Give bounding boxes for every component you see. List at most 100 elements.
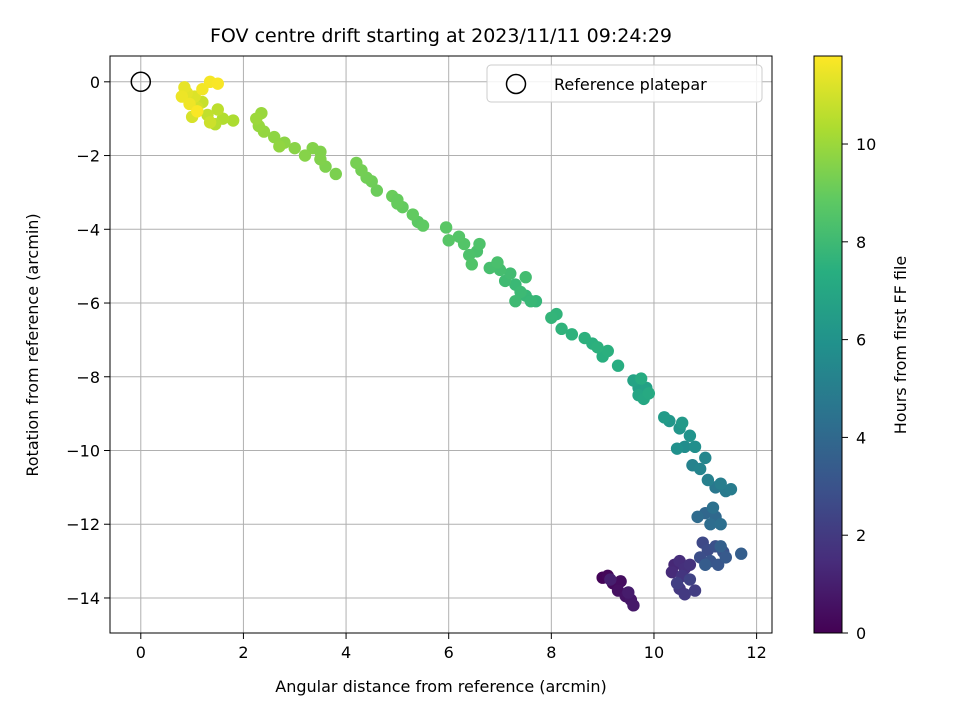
legend: Reference platepar (486, 64, 763, 103)
data-point (350, 156, 363, 170)
y-tick-label: −6 (76, 294, 100, 313)
data-point (627, 599, 640, 612)
grid-lines (110, 56, 772, 633)
data-point (691, 510, 704, 524)
data-point (683, 573, 697, 586)
x-axis-ticks: 0 2 4 6 8 10 12 (136, 633, 767, 662)
data-point (191, 105, 204, 118)
data-point (509, 294, 522, 308)
data-point (273, 140, 286, 153)
data-point (298, 149, 312, 162)
colorbar-tick-label: 0 (856, 624, 866, 643)
data-point (678, 588, 691, 601)
data-point (711, 558, 725, 571)
data-point (406, 208, 419, 221)
data-point (704, 518, 717, 531)
y-tick-label: −12 (66, 515, 100, 534)
data-point (211, 77, 224, 90)
data-point (683, 558, 697, 571)
colorbar-tick-label: 10 (856, 135, 876, 154)
data-point (314, 145, 327, 159)
plot-frame (109, 55, 773, 634)
chart-title: FOV centre drift starting at 2023/11/11 … (210, 25, 672, 47)
data-point (699, 451, 712, 465)
data-point (211, 103, 224, 116)
y-tick-label: −2 (76, 147, 100, 166)
data-point (578, 331, 591, 345)
data-point (719, 551, 733, 564)
y-tick-label: −10 (66, 441, 100, 460)
data-point (714, 540, 727, 553)
data-point (701, 473, 715, 487)
data-point (683, 429, 697, 442)
data-point (688, 584, 702, 597)
data-point (675, 416, 689, 430)
data-point (370, 184, 384, 197)
data-point (693, 462, 707, 476)
data-point (545, 311, 558, 324)
data-point (665, 565, 679, 579)
data-point (452, 230, 466, 243)
data-point (288, 141, 301, 155)
legend-entry-reference-platepar: Reference platepar (554, 75, 707, 94)
data-point (203, 116, 217, 129)
data-point (442, 234, 455, 247)
reference-marker (130, 71, 152, 93)
data-point (183, 97, 196, 111)
data-point (555, 322, 568, 336)
data-point (514, 285, 527, 299)
colorbar-tick-label: 4 (856, 428, 866, 447)
colorbar-tick-label: 8 (856, 233, 866, 252)
colorbar-ticks: 0 2 4 6 8 10 (842, 135, 876, 643)
y-axis-ticks: 0 −2 −4 −6 −8 −10 −12 −14 (66, 73, 110, 608)
data-points (175, 75, 748, 612)
data-point (250, 112, 263, 125)
data-point (706, 501, 720, 514)
data-point (473, 237, 486, 251)
data-point (491, 256, 504, 269)
data-point (714, 518, 727, 531)
colorbar-label: Hours from first FF file (891, 256, 910, 435)
y-axis-label: Rotation from reference (arcmin) (23, 213, 42, 476)
data-point (601, 344, 614, 358)
data-point (439, 221, 453, 234)
data-point (565, 328, 579, 341)
data-point (604, 573, 617, 586)
data-point (226, 114, 240, 127)
y-tick-label: −4 (76, 220, 100, 239)
x-tick-label: 12 (746, 643, 766, 662)
data-point (519, 271, 532, 284)
data-point (699, 558, 712, 571)
data-point (724, 483, 738, 496)
x-axis-label: Angular distance from reference (arcmin) (275, 677, 606, 696)
colorbar-tick-label: 2 (856, 526, 866, 545)
data-point (622, 586, 635, 599)
data-point (268, 130, 281, 144)
data-point (714, 477, 727, 490)
data-point (504, 267, 517, 280)
reference-platepar-marker (130, 71, 152, 93)
x-tick-label: 6 (444, 643, 454, 662)
data-point (175, 90, 189, 103)
x-tick-label: 10 (644, 643, 664, 662)
data-point (391, 193, 404, 206)
data-point (688, 440, 702, 454)
y-tick-label: −8 (76, 368, 100, 387)
data-point (642, 387, 656, 400)
x-tick-label: 4 (341, 643, 351, 662)
data-point (611, 359, 625, 372)
y-tick-label: −14 (66, 589, 100, 608)
data-point (634, 372, 648, 385)
data-point (196, 82, 209, 96)
data-point (329, 167, 342, 181)
colorbar (813, 55, 843, 634)
data-point (658, 411, 671, 424)
colorbar-tick-label: 6 (856, 331, 866, 350)
data-point (591, 341, 604, 354)
data-point (524, 294, 538, 308)
legend-reference-marker (505, 73, 527, 95)
data-point (465, 258, 478, 271)
x-tick-label: 0 (136, 643, 146, 662)
legend-box (486, 64, 763, 103)
